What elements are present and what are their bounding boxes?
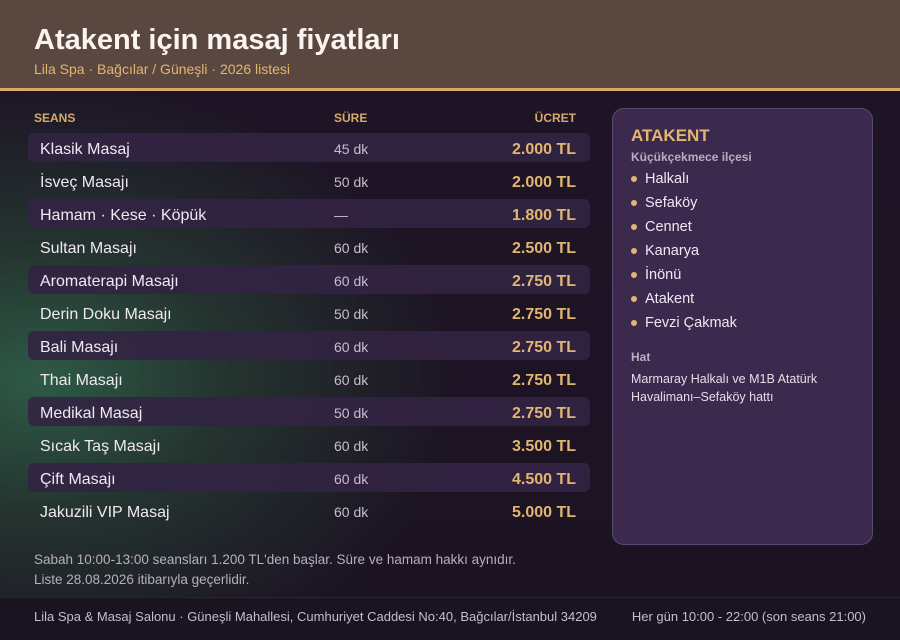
service-name: Jakuzili VIP Masaj xyxy=(40,504,170,521)
service-name: Çift Masajı xyxy=(40,471,116,488)
price: 3.500 TL xyxy=(511,438,576,455)
district-name: Kanarya xyxy=(645,243,700,259)
service-name: Thai Masajı xyxy=(40,372,123,389)
service-name: Sultan Masajı xyxy=(40,240,137,257)
price: 2.750 TL xyxy=(511,372,576,389)
header: Atakent için masaj fiyatları Lila Spa · … xyxy=(0,0,900,91)
price: 4.500 TL xyxy=(511,471,576,488)
duration: 60 dk xyxy=(334,504,369,520)
duration: — xyxy=(334,207,348,223)
price: 2.750 TL xyxy=(511,339,576,356)
district-name: Sefaköy xyxy=(645,195,698,211)
panel-title: ATAKENT xyxy=(631,126,710,145)
duration: 60 dk xyxy=(334,372,369,388)
service-name: Sıcak Taş Masajı xyxy=(40,438,161,455)
column-header: ÜCRET xyxy=(534,111,576,125)
duration: 60 dk xyxy=(334,273,369,289)
price: 2.000 TL xyxy=(511,141,576,158)
duration: 50 dk xyxy=(334,306,369,322)
district: Fevzi Çakmak xyxy=(631,315,737,331)
duration: 60 dk xyxy=(334,438,369,454)
service-name: Bali Masajı xyxy=(40,339,119,356)
district: Sefaköy xyxy=(631,195,697,211)
transport-text: Marmaray Halkalı ve M1B Atatürk Havalima… xyxy=(631,372,818,404)
footer: Lila Spa & Masaj Salonu · Güneşli Mahall… xyxy=(0,597,900,640)
service-name: Medikal Masaj xyxy=(40,405,143,422)
row-band xyxy=(28,265,590,294)
row-band xyxy=(28,397,590,426)
duration: 50 dk xyxy=(334,174,369,190)
district: İnönü xyxy=(631,267,681,283)
bullet xyxy=(631,176,637,183)
column-header: SEANS xyxy=(34,111,76,125)
price: 5.000 TL xyxy=(511,504,576,521)
price: 2.750 TL xyxy=(511,306,576,323)
transport-title: Hat xyxy=(631,350,651,364)
subtitle: Lila Spa · Bağcılar / Güneşli · 2026 lis… xyxy=(34,61,291,77)
hours: Her gün 10:00 - 22:00 (son seans 21:00) xyxy=(631,609,866,624)
district-name: Atakent xyxy=(645,291,695,307)
duration: 60 dk xyxy=(334,240,369,256)
bullet xyxy=(631,248,637,255)
service-name: Derin Doku Masajı xyxy=(40,306,172,323)
district: Kanarya xyxy=(631,243,699,259)
row-band xyxy=(28,463,590,492)
price: 2.750 TL xyxy=(511,273,576,290)
note: Liste 28.08.2026 itibarıyla geçerlidir. xyxy=(34,572,250,587)
bullet xyxy=(631,320,637,327)
row-band xyxy=(28,331,590,360)
price: 2.500 TL xyxy=(511,240,576,257)
duration: 45 dk xyxy=(334,141,369,157)
district: Halkalı xyxy=(631,171,689,187)
service-name: Klasik Masaj xyxy=(40,141,130,158)
note: Sabah 10:00-13:00 seansları 1.200 TL'den… xyxy=(34,552,516,567)
service-name: Aromaterapi Masajı xyxy=(40,273,179,290)
bullet xyxy=(631,296,637,303)
bullet xyxy=(631,200,637,207)
price: 1.800 TL xyxy=(511,207,576,224)
service-name: İsveç Masajı xyxy=(40,174,129,191)
price: 2.750 TL xyxy=(511,405,576,422)
bullet xyxy=(631,272,637,279)
bullet xyxy=(631,224,637,231)
area-panel: ATAKENT Küçükçekmece ilçesi Halkalı Sefak… xyxy=(612,108,873,545)
panel-subtitle: Küçükçekmece ilçesi xyxy=(631,150,752,164)
duration: 50 dk xyxy=(334,405,369,421)
district-name: Halkalı xyxy=(645,171,690,187)
duration: 60 dk xyxy=(334,339,369,355)
price: 2.000 TL xyxy=(511,174,576,191)
district: Atakent xyxy=(631,291,694,307)
district: Cennet xyxy=(631,219,692,235)
district-name: Fevzi Çakmak xyxy=(645,315,737,331)
row-band xyxy=(28,133,590,162)
address: Lila Spa & Masaj Salonu · Güneşli Mahall… xyxy=(34,609,597,624)
service-name: Hamam · Kese · Köpük xyxy=(40,207,207,224)
duration: 60 dk xyxy=(334,471,369,487)
column-header: SÜRE xyxy=(334,111,368,125)
row-band xyxy=(28,199,590,228)
title: Atakent için masaj fiyatları xyxy=(34,24,400,56)
district-name: Cennet xyxy=(645,219,692,235)
district-name: İnönü xyxy=(645,267,682,283)
